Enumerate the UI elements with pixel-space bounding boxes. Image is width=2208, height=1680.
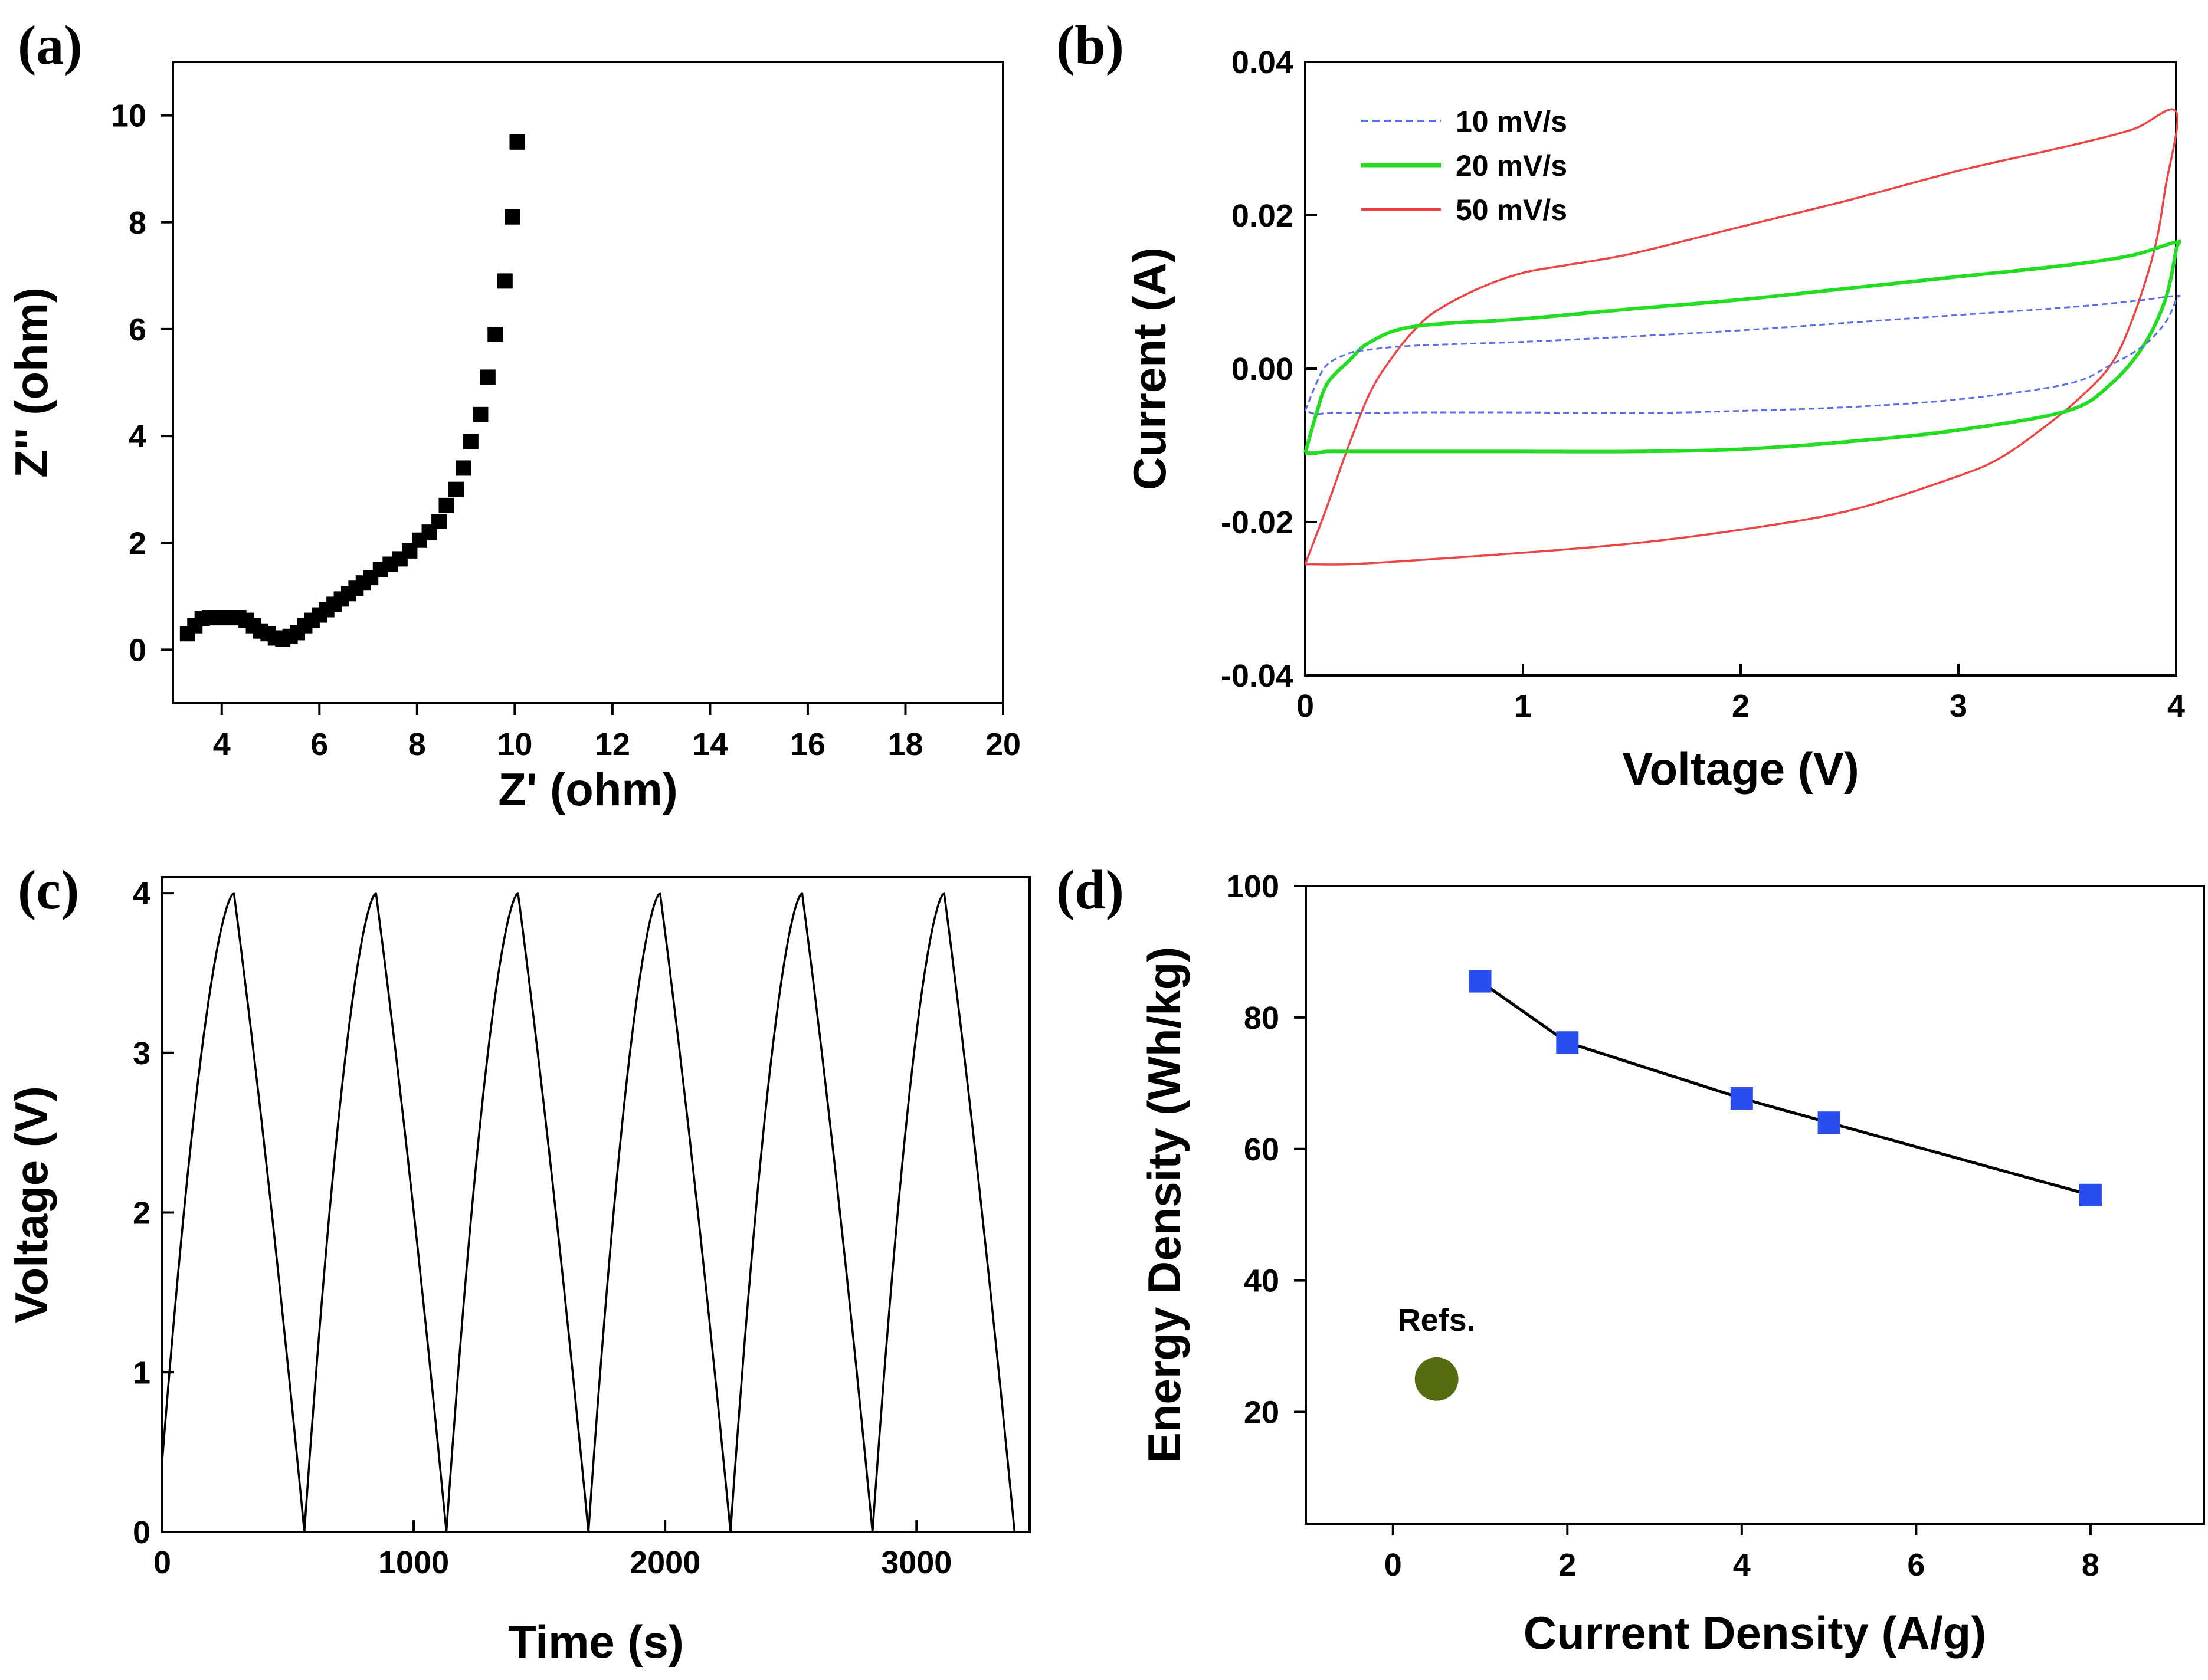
y-tick-label-a: 4 [129,419,146,454]
data-point-a [431,514,447,530]
y-axis-title-b: Current (A) [1123,247,1175,490]
plot-c: 0 1000 2000 3000 0 1 2 3 4 Time (s) Voltage (V) [5,876,1031,1668]
data-point-a [473,406,489,422]
refs-marker [1414,1357,1459,1401]
x-tick-label-c: 1000 [378,1545,449,1580]
panel-label-a: (a) [18,15,83,76]
data-point-a [438,497,454,513]
x-tick-label-c: 3000 [881,1545,952,1580]
y-tick-label-d: 60 [1244,1132,1279,1167]
y-tick-label-a: 6 [129,312,146,347]
data-point-d [2079,1183,2102,1206]
x-axis-title-c: Time (s) [508,1616,684,1668]
data-point-a [480,369,496,385]
data-point-d [1469,970,1492,993]
y-tick-label-b: 0.00 [1231,352,1293,387]
y-tick-label-a: 2 [129,526,146,561]
plot-d: 0 2 4 6 8 20 40 60 80 100 Current Density (A/g) Ene… [1138,869,2205,1659]
x-tick-label-a: 4 [213,727,231,762]
x-tick-label-b: 1 [1514,688,1532,724]
panel-label-c: (c) [18,859,79,921]
panel-c: (c) 0 1000 2000 3000 0 1 2 3 4 Time (s) Voltage (V… [5,859,1031,1668]
y-tick-label-c: 1 [133,1355,150,1390]
y-tick-label-c: 2 [133,1196,150,1231]
x-tick-label-d: 8 [2082,1547,2099,1583]
x-tick-label-b: 0 [1296,688,1314,724]
x-tick-label-c: 0 [153,1545,171,1580]
x-tick-label-a: 12 [595,727,630,762]
gcd-curve [161,892,1016,1533]
data-point-a [463,434,479,449]
legend-label-b: 20 mV/s [1456,149,1567,182]
x-tick-label-a: 8 [408,727,426,762]
panel-label-b: (b) [1056,15,1124,76]
cv-curve-10-mv-s [1304,294,2181,415]
y-axis-title-a: Z'' (ohm) [5,287,57,478]
data-point-a [505,209,520,225]
x-tick-label-d: 0 [1384,1547,1402,1583]
plot-frame-d [1305,885,2205,1525]
data-point-a [456,460,471,476]
data-point-d [1730,1087,1753,1110]
x-tick-label-d: 4 [1733,1547,1751,1583]
data-point-a [509,134,525,150]
x-tick-label-b: 2 [1732,688,1750,724]
x-tick-label-a: 6 [310,727,328,762]
x-tick-label-c: 2000 [630,1545,700,1580]
x-tick-label-a: 20 [985,727,1021,762]
x-axis-title-a: Z' (ohm) [498,763,677,815]
data-point-d [1556,1031,1579,1054]
data-point-a [448,481,464,497]
plot-frame-c [161,876,1031,1533]
data-point-a [497,273,513,289]
y-tick-label-b: 0.04 [1231,45,1293,80]
y-tick-label-c: 3 [133,1036,150,1071]
y-tick-label-d: 40 [1244,1264,1279,1299]
refs-label: Refs. [1398,1302,1476,1338]
x-tick-label-d: 6 [1907,1547,1925,1583]
x-tick-label-b: 4 [2167,688,2185,724]
y-axis-title-d: Energy Density (Wh/kg) [1138,947,1190,1463]
y-axis-title-c: Voltage (V) [5,1086,57,1323]
plot-frame-a [172,61,1004,704]
y-tick-label-b: -0.04 [1221,658,1293,694]
plot-b: 0 1 2 3 4 -0.04 -0.02 0.00 0.02 0.04 Voltage (V) Cu… [1123,45,2185,795]
x-tick-label-b: 3 [1950,688,1967,724]
data-point-a [487,326,503,342]
y-tick-label-b: 0.02 [1231,198,1293,234]
y-tick-label-c: 4 [133,876,150,911]
panel-label-d: (d) [1056,859,1124,921]
legend-label-b: 50 mV/s [1456,193,1567,227]
y-tick-label-a: 0 [129,632,146,668]
legend-label-b: 10 mV/s [1456,105,1567,138]
cv-curve-50-mv-s [1304,108,2179,566]
panel-d: (d) 0 2 4 6 8 20 40 60 80 100 Current Density (A/g… [1056,859,2205,1659]
y-tick-label-c: 0 [133,1515,150,1550]
x-tick-label-a: 16 [790,727,825,762]
y-tick-label-d: 20 [1244,1395,1279,1430]
y-tick-label-b: -0.02 [1221,505,1293,540]
cv-curve-20-mv-s [1303,239,2182,455]
x-tick-label-d: 2 [1558,1547,1576,1583]
panel-b: (b) 0 1 2 3 4 -0.04 -0.02 0.00 0.02 0.04 Voltage (… [1056,15,2185,795]
x-tick-label-a: 14 [692,727,728,762]
y-tick-label-d: 80 [1244,1000,1279,1036]
x-tick-label-a: 18 [887,727,923,762]
x-tick-label-a: 10 [497,727,532,762]
y-tick-label-a: 10 [111,99,146,134]
x-axis-title-b: Voltage (V) [1622,743,1859,795]
y-tick-label-a: 8 [129,205,146,241]
x-axis-title-d: Current Density (A/g) [1524,1607,1986,1659]
data-point-d [1817,1111,1840,1134]
y-tick-label-d: 100 [1226,869,1279,904]
